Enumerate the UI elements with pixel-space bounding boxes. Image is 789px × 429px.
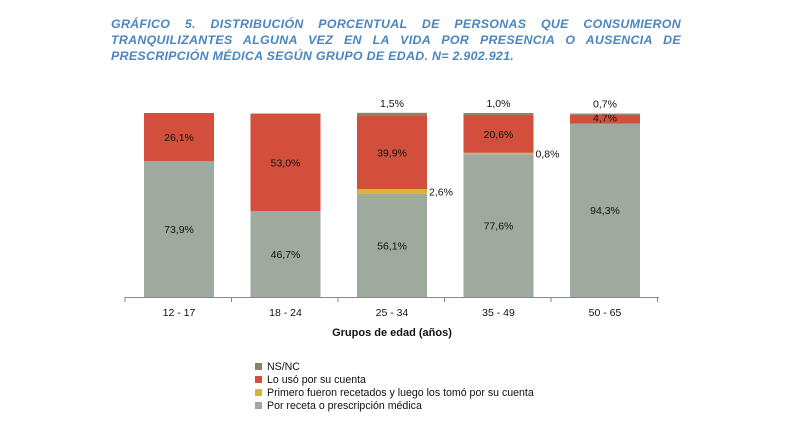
chart-title-line-2: TRANQUILIZANTES ALGUNA VEZ EN LA VIDA PO… [111,33,681,47]
legend-swatch [255,389,262,396]
data-label: 4,7% [593,112,617,124]
chart-title-line-1: GRÁFICO 5. DISTRIBUCIÓN PORCENTUAL DE PE… [111,17,681,31]
x-tick-label: 25 - 34 [376,307,409,319]
data-label: 94,3% [590,205,620,217]
data-label: 1,5% [380,98,404,110]
bar-segment-lo_uso [250,113,321,212]
x-tick-label: 12 - 17 [163,307,196,319]
data-label: 73,9% [164,224,194,236]
x-tick-label: 35 - 49 [482,307,515,319]
bar-segment-por_receta [570,123,640,297]
legend-label: NS/NC [267,360,300,373]
data-label: 0,7% [593,99,617,111]
chart-title: GRÁFICO 5. DISTRIBUCIÓN PORCENTUAL DE PE… [111,16,681,64]
legend-item-nsnc: NS/NC [255,360,534,373]
legend-item-primero_recetados: Primero fueron recetados y luego los tom… [255,386,534,399]
data-label: 77,6% [484,221,514,233]
chart-legend: NS/NC Lo usó por su cuenta Primero fueron … [255,360,534,412]
data-label: 56,1% [377,240,407,252]
bar-segment-nsnc [463,113,534,115]
bar-segment-por_receta [357,193,427,297]
bar-segment-nsnc [570,113,640,115]
data-label: 53,0% [271,157,301,169]
legend-swatch [255,402,262,409]
data-label: 39,9% [377,147,407,159]
x-tick-label: 50 - 65 [589,307,622,319]
x-axis-title: Grupos de edad (años) [332,327,452,339]
legend-label: Lo usó por su cuenta [267,373,366,386]
bar-segment-por_receta [144,161,214,297]
data-label: 20,6% [484,129,514,141]
data-label: 1,0% [487,98,511,110]
bar-segment-primero_recetados [357,188,427,194]
bar-segment-lo_uso [357,115,427,189]
legend-item-lo_uso: Lo usó por su cuenta [255,373,534,386]
data-label: 2,6% [429,186,453,198]
legend-swatch [255,363,262,370]
legend-swatch [255,376,262,383]
legend-item-por_receta: Por receta o prescripción médica [255,399,534,412]
bar-segment-lo_uso [144,113,214,162]
bar-segment-primero_recetados [463,152,534,155]
data-label: 0,8% [536,148,560,160]
bar-segment-lo_uso [570,114,640,124]
chart-title-line-3: PRESCRIPCIÓN MÉDICA SEGÚN GRUPO DE EDAD.… [111,49,515,63]
bar-segment-por_receta [250,211,321,297]
bar-segment-lo_uso [463,114,534,153]
bar-segment-nsnc [357,112,427,116]
x-tick-label: 18 - 24 [269,307,302,319]
legend-label: Por receta o prescripción médica [267,399,422,412]
data-label: 46,7% [271,249,301,261]
data-label: 26,1% [164,132,194,144]
bar-segment-por_receta [463,154,534,297]
legend-label: Primero fueron recetados y luego los tom… [267,386,534,399]
